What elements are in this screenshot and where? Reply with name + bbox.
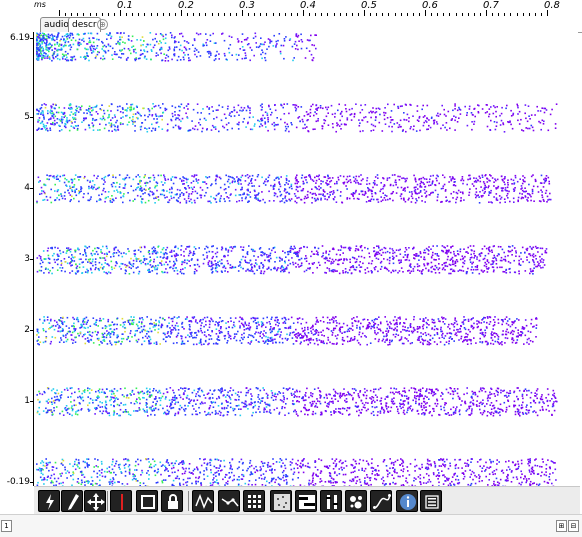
slider-tool-button[interactable] (320, 490, 342, 512)
ruler-label: 0.5 (361, 0, 377, 11)
scatter-points-canvas (34, 32, 578, 486)
ruler-label: 0.7 (483, 0, 499, 11)
y-label-bottom: -0.19 (7, 477, 30, 487)
bubble-tool-button[interactable] (345, 490, 367, 512)
ruler-unit-label: ms (34, 0, 46, 9)
toolbar-separator (107, 491, 108, 511)
y-axis: 6.19 5 4 3 2 1 -0.19 (0, 32, 34, 486)
lock-tool-button[interactable] (161, 490, 183, 512)
toolbar-separator (188, 491, 189, 511)
curve-tool-button[interactable] (370, 490, 392, 512)
zoom-out-icon[interactable]: ⊟ (568, 520, 579, 532)
tab-bar: audio descr ⊕ (34, 16, 582, 33)
status-page-indicator[interactable]: 1 (1, 520, 12, 532)
tab-descr[interactable]: descr (68, 17, 101, 32)
ruler-label: 0.4 (300, 0, 316, 11)
ruler-label: 0.8 (544, 0, 560, 11)
time-ruler[interactable]: ms 0.1 0.2 0.3 0.4 0.5 0.6 0.7 0.8 (34, 0, 582, 16)
info-tool-button[interactable] (396, 490, 418, 512)
scatter-plot-area[interactable] (34, 32, 578, 486)
scatter-tool-button[interactable] (270, 490, 292, 512)
grid-tool-button[interactable] (243, 490, 265, 512)
ruler-label: 0.2 (178, 0, 194, 11)
move-tool-button[interactable] (84, 490, 106, 512)
line-tool-button[interactable] (218, 490, 240, 512)
ruler-label: 0.1 (117, 0, 133, 11)
list-tool-button[interactable] (420, 490, 442, 512)
tool-palette (34, 486, 580, 515)
ruler-label: 0.3 (239, 0, 255, 11)
thunder-tool-button[interactable] (38, 490, 60, 512)
status-bar: 1 ⊞ ⊟ (0, 514, 582, 537)
zoom-in-icon[interactable]: ⊞ (556, 520, 567, 532)
pencil-tool-button[interactable] (61, 490, 83, 512)
piano-roll-tool-button[interactable] (295, 490, 317, 512)
y-label-top: 6.19 (10, 33, 30, 43)
ruler-label: 0.6 (422, 0, 438, 11)
breakpoint-tool-button[interactable] (192, 490, 214, 512)
cursor-tool-button[interactable] (110, 490, 132, 512)
add-tab-icon[interactable]: ⊕ (97, 19, 108, 30)
selection-tool-button[interactable] (136, 490, 158, 512)
